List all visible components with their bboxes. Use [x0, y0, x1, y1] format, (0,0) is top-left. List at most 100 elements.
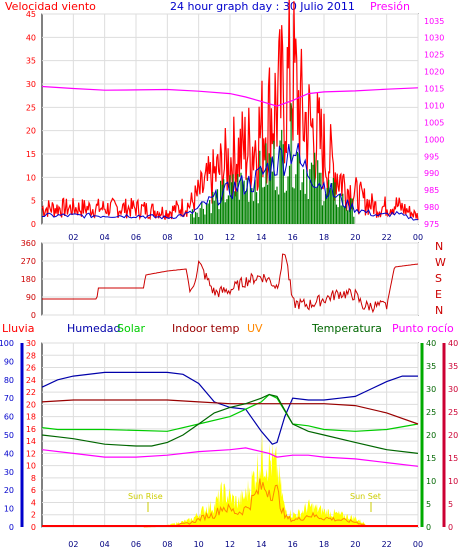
lluvia-tick: 20 [4, 486, 14, 495]
dir-letter-e: E [435, 288, 442, 301]
header-right-label: Presión [370, 0, 410, 13]
wind-green-bars [190, 103, 355, 224]
panel-humidity-grid: 02 04 06 08 10 12 14 16 18 20 2 2 0 0 0 10 20 30 40 50 60 70 8… [0, 339, 458, 549]
pressure-y-tick: 980 [424, 203, 439, 212]
legend-rocio: Punto rocío [392, 322, 454, 335]
humedad-tick: 30 [26, 339, 36, 348]
humedad-tick: 12 [26, 449, 36, 458]
panel-direction-grid: 0 90 180 270 360 [21, 239, 419, 320]
humedad-tick: 20 [26, 400, 36, 409]
pressure-y-tick: 1010 [424, 101, 444, 110]
hum-x-tick: 06 [131, 540, 141, 549]
lluvia-tick: 70 [4, 394, 14, 403]
panel-direction-marks [42, 253, 419, 314]
dir-letter-n-top: N [435, 240, 443, 253]
lluvia-tick: 90 [4, 357, 14, 366]
lluvia-tick: 50 [4, 431, 14, 440]
rocio-tick: 10 [448, 477, 458, 486]
humedad-tick: 16 [26, 425, 36, 434]
humedad-tick: 28 [26, 351, 36, 360]
pressure-y-tick: 1005 [424, 118, 444, 127]
wind-x-tick: 00 [413, 233, 423, 242]
wind-x-tick: 04 [100, 233, 110, 242]
rocio-tick: 0 [448, 523, 453, 532]
wind-y-tick: 25 [26, 103, 36, 112]
series-indoor-temp [41, 399, 419, 425]
wind-x-tick: 10 [194, 233, 204, 242]
hum-x-tick: 08 [162, 540, 172, 549]
hum-x-tick: 02 [68, 540, 78, 549]
hum-x-tick: 14 [256, 540, 266, 549]
humedad-tick: 4 [31, 498, 36, 507]
hum-x-tick: 10 [194, 540, 204, 549]
lluvia-tick: 30 [4, 468, 14, 477]
rocio-tick: 30 [448, 385, 458, 394]
pressure-y-tick: 1035 [424, 17, 444, 26]
temperatura-tick: 5 [426, 500, 431, 509]
pressure-y-tick: 995 [424, 152, 439, 161]
lluvia-tick: 100 [0, 339, 14, 348]
dir-y-tick: 360 [21, 239, 36, 248]
wind-y-tick: 5 [31, 197, 36, 206]
wind-y-tick: 45 [26, 10, 36, 19]
hum-x-tick: 18 [319, 540, 329, 549]
hum-x-tick: 12 [225, 540, 235, 549]
rocio-tick: 35 [448, 362, 458, 371]
wind-x-tick: 06 [131, 233, 141, 242]
dir-letter-n-bottom: N [435, 304, 443, 317]
wind-y-tick: 15 [26, 150, 36, 159]
humedad-tick: 24 [26, 376, 36, 385]
dir-letter-s: S [435, 272, 442, 285]
humedad-tick: 6 [31, 486, 36, 495]
rocio-tick: 40 [448, 339, 458, 348]
wind-y-tick: 30 [26, 80, 36, 89]
temperatura-tick: 40 [426, 339, 436, 348]
humedad-tick: 8 [31, 474, 36, 483]
hum-x-tick: 20 [350, 540, 360, 549]
pressure-y-tick: 975 [424, 220, 439, 229]
wind-average-line [42, 143, 418, 221]
lluvia-tick: 40 [4, 449, 14, 458]
dir-y-tick: 270 [21, 257, 36, 266]
humedad-tick: 14 [26, 437, 36, 446]
humedad-tick: 22 [26, 388, 36, 397]
panel-humidity-marks [41, 371, 419, 528]
pressure-y-tick: 1000 [424, 135, 444, 144]
temperatura-tick: 35 [426, 362, 436, 371]
pressure-y-tick: 1020 [424, 68, 444, 77]
pressure-y-tick: 985 [424, 186, 439, 195]
pressure-y-tick: 990 [424, 169, 439, 178]
wind-x-tick: 14 [256, 233, 266, 242]
wind-y-tick: 35 [26, 57, 36, 66]
header-left-label: Velocidad viento [5, 0, 96, 13]
dir-letter-w: W [435, 256, 446, 269]
temperatura-tick: 25 [426, 408, 436, 417]
wind-x-tick: 20 [350, 233, 360, 242]
hum-x-tick: 04 [100, 540, 110, 549]
wind-x-tick: 16 [288, 233, 298, 242]
temperatura-tick: 10 [426, 477, 436, 486]
series-temperatura [41, 393, 419, 454]
panel-wind-marks [41, 0, 419, 224]
wind-x-tick: 12 [225, 233, 235, 242]
lluvia-tick: 10 [4, 505, 14, 514]
dir-y-tick: 180 [21, 275, 36, 284]
legend-temperatura: Temperatura [311, 322, 382, 335]
rocio-tick: 15 [448, 454, 458, 463]
lluvia-tick: 60 [4, 413, 14, 422]
rocio-tick: 20 [448, 431, 458, 440]
legend-humedad: Humedad [67, 322, 120, 335]
legend-solar: Solar [117, 322, 146, 335]
series-punto-rocío [41, 447, 419, 467]
temperatura-tick: 30 [426, 385, 436, 394]
series-solar [41, 393, 419, 432]
lluvia-tick: 0 [9, 523, 14, 532]
humedad-tick: 18 [26, 413, 36, 422]
humedad-tick: 2 [31, 511, 36, 520]
sunset-label: Sun Set [350, 492, 381, 501]
humedad-tick: 10 [26, 462, 36, 471]
header-title: 24 hour graph day : 30 Julio 2011 [170, 0, 355, 13]
hum-x-tick: 16 [288, 540, 298, 549]
pressure-line [41, 85, 419, 107]
